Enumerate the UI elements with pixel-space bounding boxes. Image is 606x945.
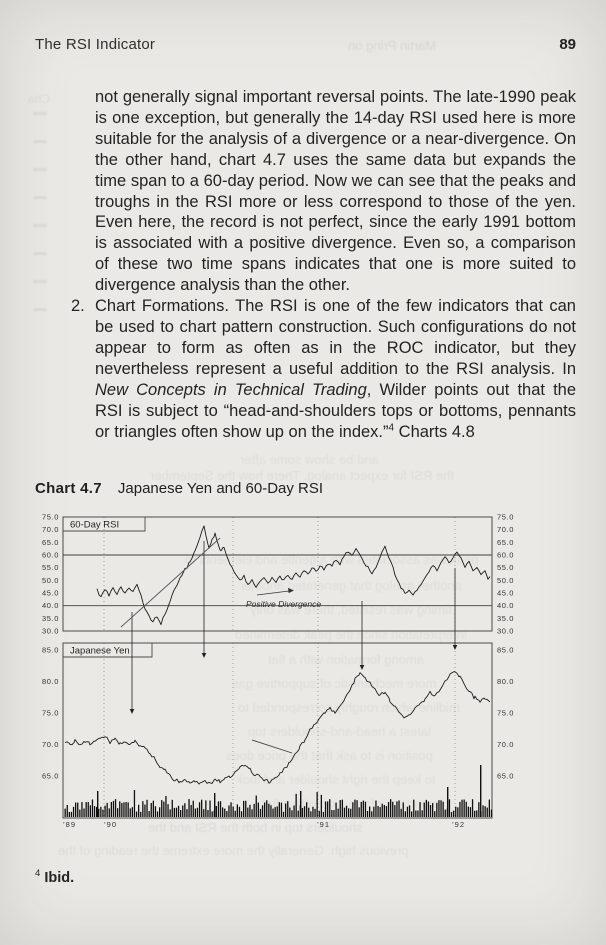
ghost-text: position is to ask that the price does <box>226 748 433 763</box>
running-header: The RSI Indicator 89 <box>35 36 576 53</box>
running-header-title: The RSI Indicator <box>35 36 156 53</box>
ghost-text: more mechanistic of supportive gas <box>232 676 437 691</box>
list-item-2-part: New Concepts in Technical Trading <box>95 380 367 399</box>
chart-caption-text: Japanese Yen and 60-Day RSI <box>117 480 324 497</box>
ghost-text: and be show some after <box>240 452 379 467</box>
footnote-text: Ibid. <box>44 869 75 886</box>
ghost-mark <box>33 224 47 227</box>
ghost-mark <box>33 308 47 311</box>
ghost-text: shoulders top in both the RSI and the <box>148 820 363 835</box>
ghost-mark <box>33 140 47 143</box>
ghost-text: interpretation since the peak determined <box>235 627 467 642</box>
footnote: 4 Ibid. <box>35 868 74 886</box>
chart-caption: Chart 4.7 Japanese Yen and 60-Day RSI <box>35 480 323 497</box>
list-item-2-text: Chart Formations. The RSI is one of the … <box>95 296 576 442</box>
ghost-text: latest a head-and-shoulders top <box>248 724 431 739</box>
list-item-2-part: Chart Formations. The RSI is one of the … <box>95 297 576 378</box>
ghost-text: to keep the right shoulder and look <box>236 772 436 787</box>
list-item-2-part: Charts 4.8 <box>394 422 475 441</box>
list-item-2-part: , Wilder points out that the RSI is subj… <box>95 380 577 441</box>
list-item-2-number: 2. <box>71 297 85 316</box>
ghost-mark <box>33 252 47 255</box>
ghost-mark <box>33 168 47 171</box>
list-item-2-part: 4 <box>388 422 395 433</box>
page-number: 89 <box>559 36 576 53</box>
ghost-text: another analog that generated another <box>240 578 462 593</box>
ghost-mark <box>33 112 47 115</box>
ghost-text: among formation with a flat <box>268 652 425 667</box>
footnote-marker: 4 <box>35 868 41 879</box>
ghost-text: peak was associated with a gentle and el… <box>185 552 479 567</box>
ghost-text: midline which roughly corresponded to <box>238 700 460 715</box>
ghost-mark <box>33 280 47 283</box>
ghost-text: timing was resisted, there was only <box>250 602 452 617</box>
paragraph-item1-continuation: not generally signal important reversal … <box>95 88 576 295</box>
chart-caption-label: Chart 4.7 <box>35 480 102 497</box>
ghost-text: important information with a flat <box>262 796 443 811</box>
list-item-2: 2. Chart Formations. The RSI is one of t… <box>71 296 576 442</box>
ghost-text: Cha <box>28 92 51 106</box>
ghost-mark <box>33 196 47 199</box>
body-text: not generally signal important reversal … <box>71 87 576 442</box>
ghost-text: previous high. Generally the more extrem… <box>58 843 409 858</box>
